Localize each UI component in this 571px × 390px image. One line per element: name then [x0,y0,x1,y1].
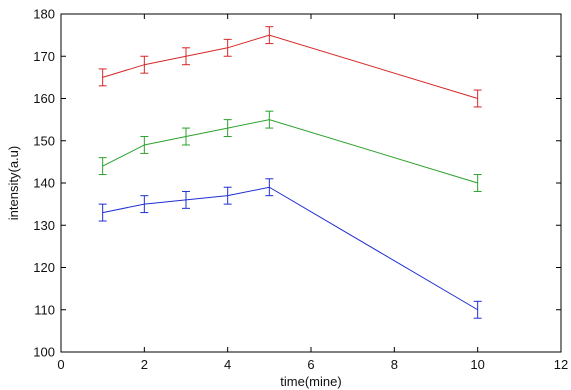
x-tick-label: 4 [224,357,231,372]
series-2 [98,110,482,192]
y-tick-label: 180 [33,7,55,22]
y-tick-label: 110 [34,302,55,317]
x-axis-ticks: 0 2 4 6 8 10 12 [57,14,568,372]
y-tick-label: 170 [33,49,55,64]
x-tick-label: 12 [554,357,568,372]
y-tick-label: 150 [33,133,55,148]
x-tick-label: 6 [307,357,314,372]
x-tick-label: 10 [470,357,484,372]
y-tick-label: 160 [33,91,55,106]
y-axis-ticks: 100 110 120 130 140 150 160 170 180 [33,7,561,360]
x-tick-label: 2 [141,357,148,372]
y-tick-label: 140 [33,176,55,191]
series-line [102,34,478,99]
series-layer [98,26,482,319]
series-line [102,186,478,311]
y-tick-label: 120 [33,260,55,275]
x-tick-label: 0 [57,357,64,372]
x-tick-label: 8 [391,357,398,372]
series-3 [98,178,482,319]
series-1 [98,26,482,108]
y-tick-label: 130 [33,218,55,233]
y-tick-label: 100 [33,345,55,360]
series-line [102,119,478,184]
x-axis-label: time(mine) [280,374,341,389]
y-axis-label: intensity(a.u) [6,146,21,220]
